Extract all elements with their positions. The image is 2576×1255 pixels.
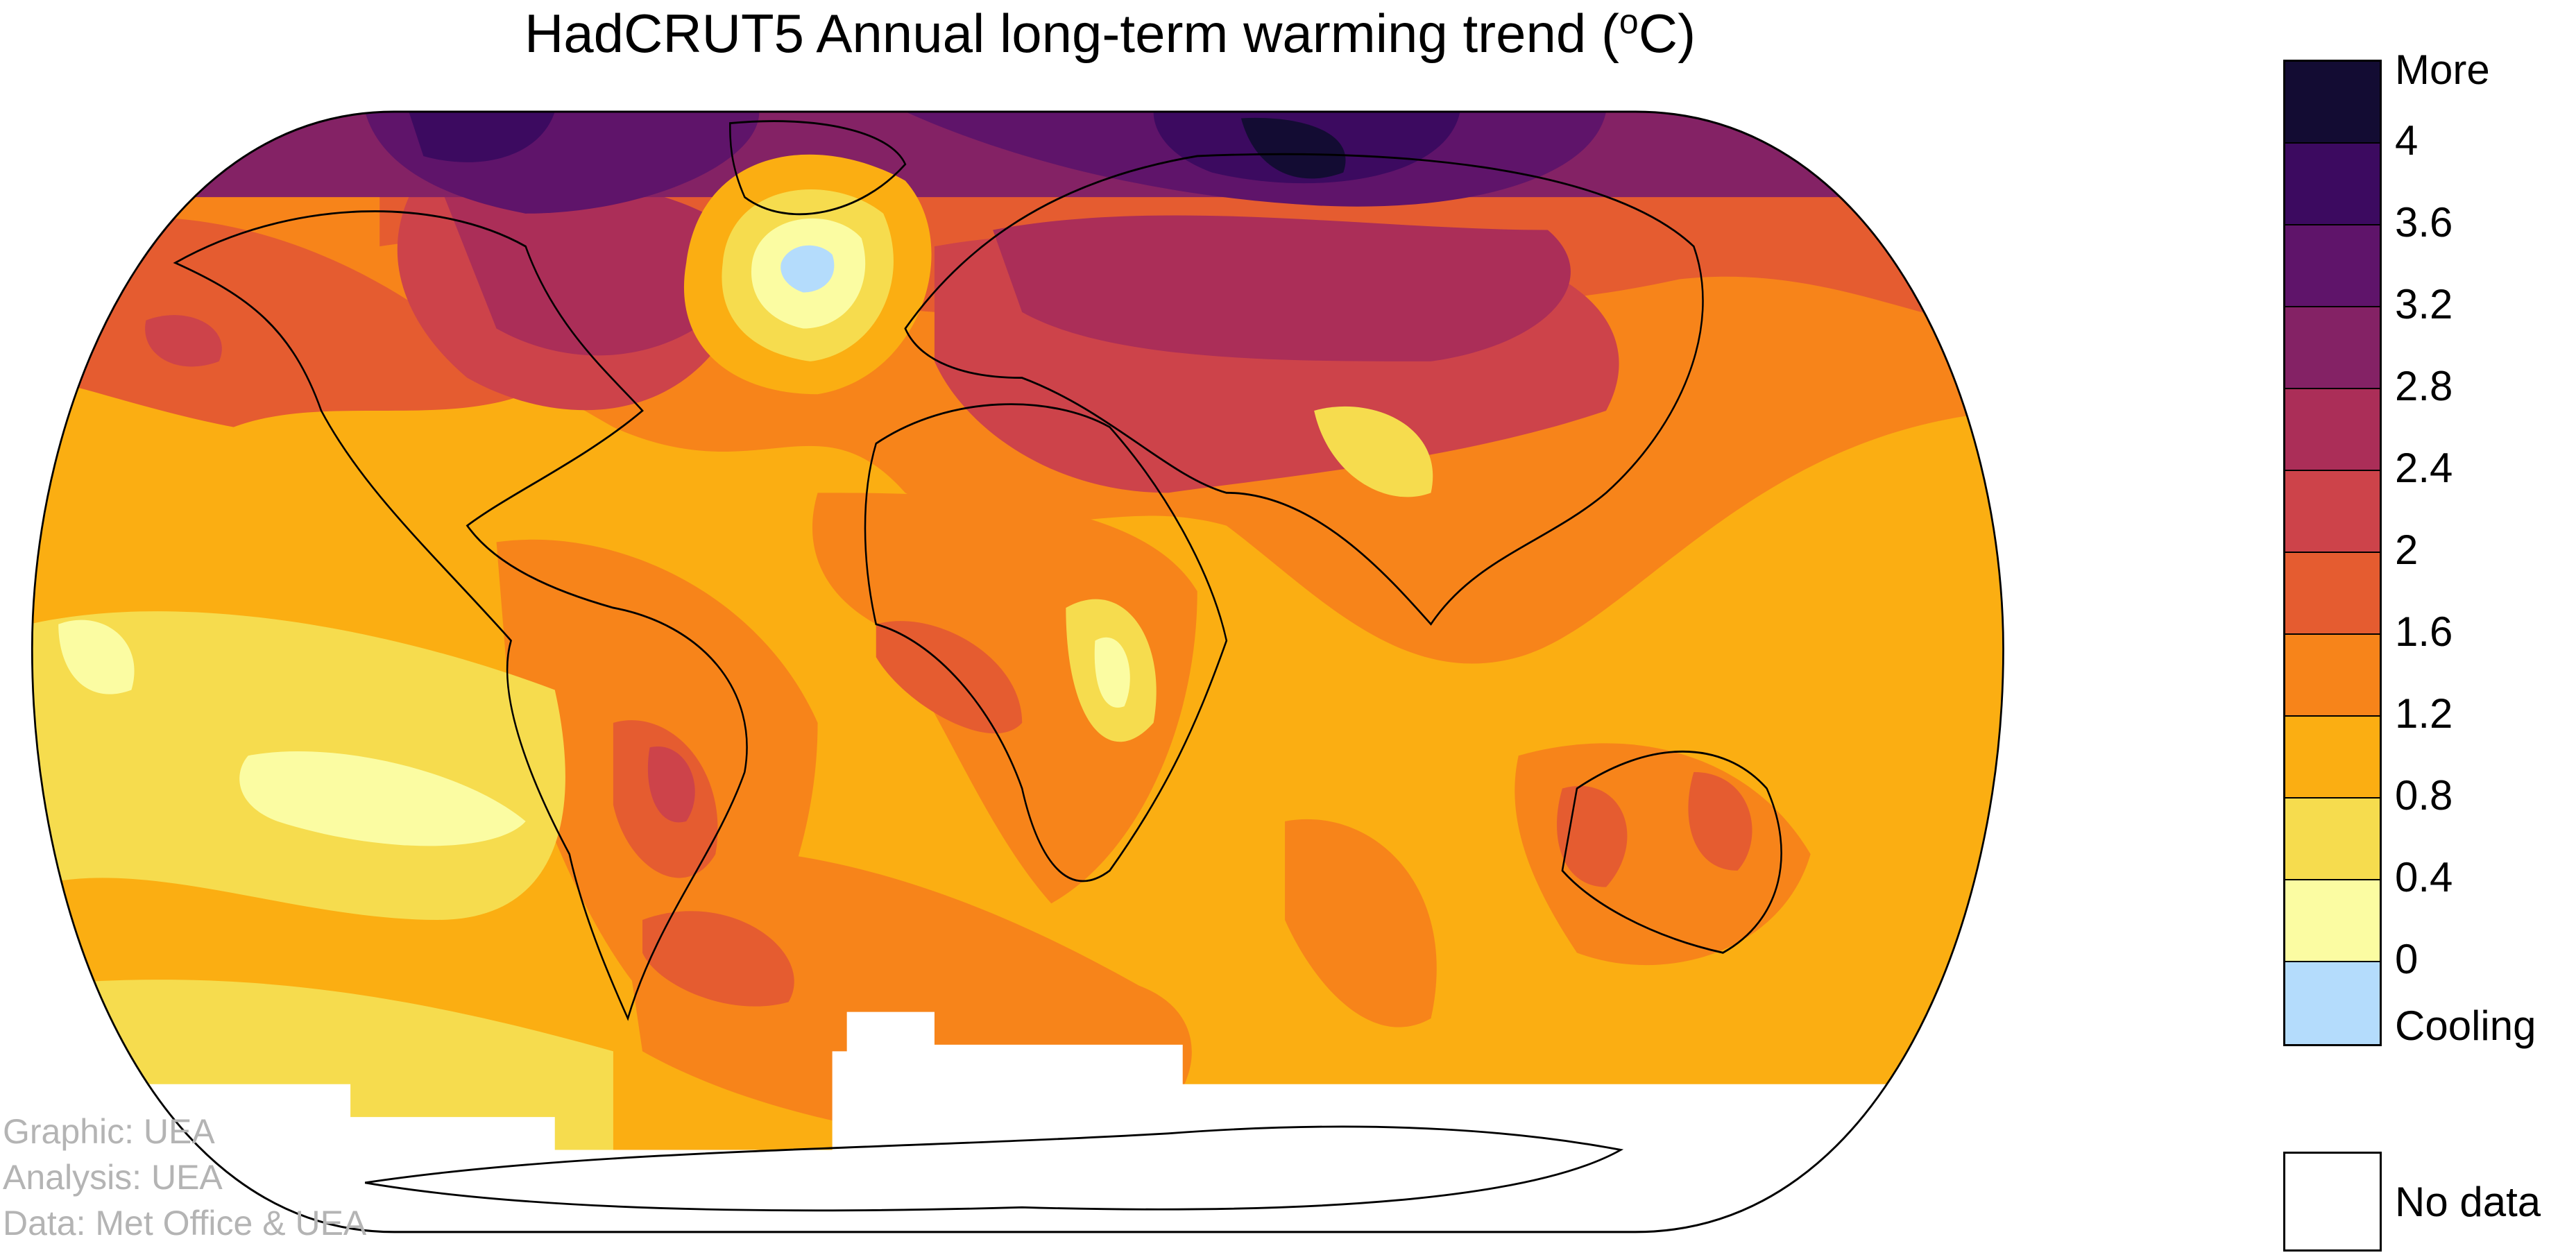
band-1.6-2-satl [642, 911, 794, 1007]
pacific-0-0.4 [58, 620, 135, 694]
band-2-2.4-brazil-core [647, 746, 695, 823]
credit-graphic: Graphic: UEA [3, 1112, 215, 1151]
no-data-antarctic [32, 1011, 1898, 1232]
legend-tick-label: 1.6 [2395, 608, 2453, 655]
band-1.2-1.6-indian [1285, 819, 1437, 1027]
legend-tick-label: 2 [2395, 527, 2419, 573]
map-border [31, 110, 2004, 1233]
band-1.6-2-africa [876, 621, 1023, 734]
legend-band-10 [2285, 880, 2380, 962]
band-1.6-2-npacific [32, 216, 526, 427]
world-map [31, 110, 2004, 1233]
eurasia-outline [904, 153, 1704, 626]
legend-band-3 [2285, 307, 2380, 389]
legend-band-8 [2285, 717, 2380, 799]
legend-tick-label: 3.2 [2395, 281, 2453, 327]
coastlines [173, 120, 1782, 1212]
chart-title: HadCRUT5 Annual long-term warming trend … [0, 1, 2220, 65]
title-degree: o [1619, 2, 1639, 41]
band-2.4-2.8-siberia [993, 215, 1571, 361]
band-3.6-4-canada [409, 112, 555, 162]
natl-cooling [781, 245, 835, 293]
legend-tick-label: 2.8 [2395, 363, 2453, 409]
legend-tick-label: 0.8 [2395, 772, 2453, 819]
credit-data: Data: Met Office & UEA [3, 1204, 367, 1243]
title-unit: C) [1638, 3, 1696, 64]
sepacific-0-0.4 [239, 751, 526, 846]
title-text: HadCRUT5 Annual long-term warming trend … [524, 3, 1619, 64]
legend-tick-label: 2.4 [2395, 445, 2453, 491]
legend-band-1 [2285, 144, 2380, 225]
australia-outline [1561, 750, 1782, 954]
colorbar-legend [2283, 60, 2382, 1046]
legend-label-cooling: Cooling [2395, 1002, 2536, 1049]
legend-tick-label: 3.6 [2395, 199, 2453, 246]
africa-outline [864, 403, 1228, 882]
band-1.6-2-eaus [1688, 771, 1752, 871]
credit-analysis: Analysis: UEA [3, 1158, 223, 1197]
trend-field [32, 112, 2004, 1232]
legend-tick-label: 4 [2395, 117, 2419, 164]
band-2.4-2.8-canada [438, 176, 760, 356]
legend-band-9 [2285, 799, 2380, 880]
legend-band-7 [2285, 635, 2380, 717]
band-2-2.4-gulf-alaska [145, 315, 222, 367]
legend-label-more: More [2395, 46, 2490, 93]
americas-outline [173, 210, 748, 1021]
no-data-swatch [2283, 1152, 2382, 1252]
band-1.6-2-waus [1557, 785, 1628, 887]
legend-band-4 [2285, 389, 2380, 471]
legend-band-2 [2285, 225, 2380, 307]
legend-label-no-data: No data [2395, 1179, 2541, 1225]
antarctica-outline [364, 1125, 1624, 1212]
legend-band-6 [2285, 553, 2380, 635]
eafrica-0-0.4 [1094, 637, 1130, 708]
legend-band-11 [2285, 962, 2380, 1044]
legend-tick-label: 1.2 [2395, 690, 2453, 737]
legend-band-0 [2285, 62, 2380, 144]
legend-tick-label: 0.4 [2395, 854, 2453, 900]
tibet-0.4-0.8 [1314, 406, 1433, 497]
legend-tick-label: 0 [2395, 936, 2419, 982]
legend-band-5 [2285, 471, 2380, 553]
greenland-outline [729, 120, 907, 216]
band-more-4 [1240, 117, 1346, 179]
